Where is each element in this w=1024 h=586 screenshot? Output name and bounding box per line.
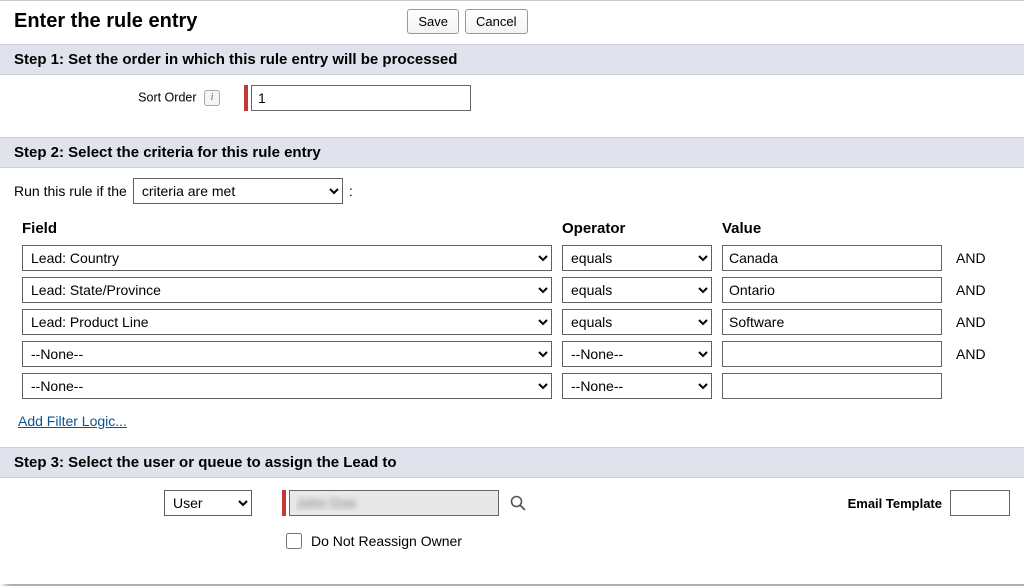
info-icon[interactable]: i [204,90,220,106]
header-buttons: Save Cancel [407,9,527,34]
col-value: Value [722,220,942,239]
sort-order-label: Sort Order i [14,90,224,106]
criteria-operator-select[interactable]: --None-- [562,373,712,399]
save-button[interactable]: Save [407,9,459,34]
col-operator: Operator [562,220,712,239]
assignee-type-select[interactable]: User [164,490,252,516]
and-label: AND [952,314,1002,330]
criteria-value-input[interactable] [722,373,942,399]
criteria-mode-select[interactable]: criteria are met [133,178,343,204]
run-rule-prefix: Run this rule if the [14,183,127,199]
sort-order-input[interactable] [251,85,471,111]
step3-body: User Email Template Do N [0,478,1024,576]
criteria-field-select[interactable]: Lead: Product Line [22,309,552,335]
criteria-operator-select[interactable]: --None-- [562,341,712,367]
criteria-operator-select[interactable]: equals [562,309,712,335]
criteria-value-input[interactable] [722,341,942,367]
add-filter-logic-link[interactable]: Add Filter Logic... [18,413,127,429]
step1-heading: Step 1: Set the order in which this rule… [0,44,1024,75]
step3-heading: Step 3: Select the user or queue to assi… [0,447,1024,478]
and-label: AND [952,282,1002,298]
criteria-value-input[interactable] [722,309,942,335]
criteria-value-input[interactable] [722,245,942,271]
lookup-icon[interactable] [509,494,527,512]
criteria-value-input[interactable] [722,277,942,303]
and-label: AND [952,250,1002,266]
step2-heading: Step 2: Select the criteria for this rul… [0,137,1024,168]
page-title: Enter the rule entry [14,10,197,33]
criteria-field-select[interactable]: --None-- [22,373,552,399]
col-field: Field [22,220,552,239]
step1-body: Sort Order i [0,75,1024,137]
rule-entry-page: Enter the rule entry Save Cancel Step 1:… [0,0,1024,584]
criteria-table: Field Operator Value Lead: Country equals… [14,220,1010,399]
do-not-reassign-checkbox[interactable] [286,533,302,549]
step3-row1: User Email Template [14,490,1010,516]
required-indicator [244,85,248,111]
run-rule-row: Run this rule if the criteria are met : [14,178,1010,204]
sort-order-field-wrap [244,85,471,111]
do-not-reassign-row: Do Not Reassign Owner [282,530,1010,552]
email-template-input[interactable] [950,490,1010,516]
assignee-controls: User [164,490,527,516]
criteria-field-select[interactable]: Lead: Country [22,245,552,271]
add-filter-logic: Add Filter Logic... [18,413,1010,429]
step2-body: Run this rule if the criteria are met : … [0,168,1024,447]
assignee-field-wrap [282,490,499,516]
page-header: Enter the rule entry Save Cancel [0,1,1024,44]
assignee-input[interactable] [289,490,499,516]
required-indicator [282,490,286,516]
cancel-button[interactable]: Cancel [465,9,527,34]
criteria-field-select[interactable]: Lead: State/Province [22,277,552,303]
email-template-group: Email Template [848,490,1010,516]
and-label: AND [952,346,1002,362]
criteria-operator-select[interactable]: equals [562,277,712,303]
do-not-reassign-label: Do Not Reassign Owner [311,533,462,549]
criteria-operator-select[interactable]: equals [562,245,712,271]
criteria-field-select[interactable]: --None-- [22,341,552,367]
email-template-label: Email Template [848,496,942,511]
